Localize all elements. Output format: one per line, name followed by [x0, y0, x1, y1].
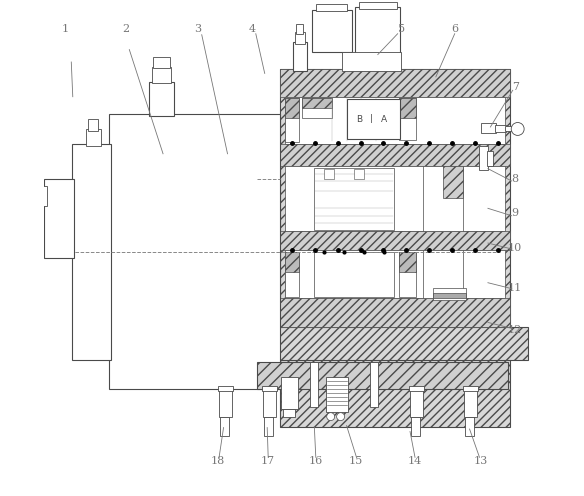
Bar	[219, 389, 232, 417]
Text: B: B	[356, 115, 362, 124]
Bar	[433, 293, 465, 298]
Bar	[346, 99, 400, 139]
Bar	[370, 362, 378, 407]
Circle shape	[326, 413, 335, 421]
Bar	[360, 2, 397, 9]
Text: 2: 2	[122, 24, 130, 34]
Bar	[284, 252, 300, 272]
Bar	[495, 125, 506, 132]
Bar	[423, 250, 463, 298]
Circle shape	[511, 123, 524, 135]
Bar	[342, 52, 401, 71]
Bar	[283, 409, 296, 417]
Bar	[295, 32, 305, 44]
Bar	[72, 144, 111, 360]
Bar	[153, 57, 170, 68]
Bar	[109, 114, 280, 389]
Bar	[326, 377, 348, 412]
Bar	[152, 67, 172, 83]
Text: 13: 13	[474, 456, 488, 466]
Bar	[488, 151, 493, 166]
Bar	[40, 186, 47, 206]
Bar	[220, 417, 229, 436]
Bar	[479, 146, 488, 170]
Text: 9: 9	[512, 208, 519, 218]
Text: 12: 12	[508, 325, 522, 335]
Bar	[463, 386, 478, 391]
Bar	[481, 123, 496, 133]
Text: 6: 6	[451, 24, 458, 34]
Bar	[464, 389, 477, 417]
Bar	[86, 129, 100, 146]
Text: 7: 7	[512, 82, 519, 92]
Bar	[284, 166, 505, 231]
Bar	[354, 169, 364, 179]
Bar	[356, 7, 400, 55]
Text: 15: 15	[349, 456, 363, 466]
Bar	[280, 298, 510, 327]
Bar	[149, 82, 174, 116]
Bar	[411, 417, 420, 436]
Bar	[44, 179, 74, 258]
Text: 3: 3	[194, 24, 201, 34]
Bar	[409, 386, 424, 391]
Bar	[284, 98, 300, 142]
Bar	[316, 4, 346, 11]
Text: 14: 14	[408, 456, 422, 466]
Bar	[423, 166, 463, 231]
Text: 18: 18	[210, 456, 225, 466]
Circle shape	[336, 413, 345, 421]
Bar	[280, 377, 298, 409]
Text: 1: 1	[61, 24, 68, 34]
Bar	[302, 98, 332, 118]
Bar	[280, 231, 510, 250]
Bar	[258, 362, 507, 389]
Bar	[302, 98, 332, 108]
Bar	[29, 191, 33, 201]
Bar	[218, 386, 233, 391]
Text: 4: 4	[249, 24, 256, 34]
Bar	[312, 10, 352, 52]
Bar	[314, 168, 394, 230]
Bar	[284, 252, 300, 297]
Bar	[399, 252, 416, 272]
Text: 17: 17	[261, 456, 275, 466]
Text: A: A	[381, 115, 387, 124]
Bar	[399, 252, 416, 297]
Bar	[88, 119, 98, 131]
Text: 11: 11	[508, 283, 522, 293]
Bar	[324, 169, 334, 179]
Bar	[31, 188, 42, 203]
Text: 5: 5	[398, 24, 405, 34]
Bar	[280, 69, 510, 427]
Bar	[280, 144, 510, 166]
Text: |: |	[370, 114, 373, 123]
Bar	[399, 98, 416, 118]
Bar	[284, 250, 505, 298]
Bar	[505, 126, 513, 131]
Bar	[443, 166, 463, 198]
Text: 10: 10	[508, 243, 522, 253]
Bar	[262, 386, 277, 391]
Text: 8: 8	[512, 174, 519, 184]
Bar	[293, 42, 307, 71]
Bar	[297, 24, 304, 34]
Bar	[410, 389, 423, 417]
Text: 16: 16	[309, 456, 323, 466]
Bar	[399, 98, 416, 140]
Bar	[284, 97, 505, 144]
Bar	[465, 417, 474, 436]
Bar	[314, 252, 394, 297]
Bar	[264, 417, 273, 436]
Bar	[284, 98, 300, 118]
Bar	[433, 288, 465, 300]
Bar	[262, 327, 527, 360]
Bar	[280, 69, 510, 97]
Bar	[310, 362, 318, 407]
Bar	[263, 389, 276, 417]
